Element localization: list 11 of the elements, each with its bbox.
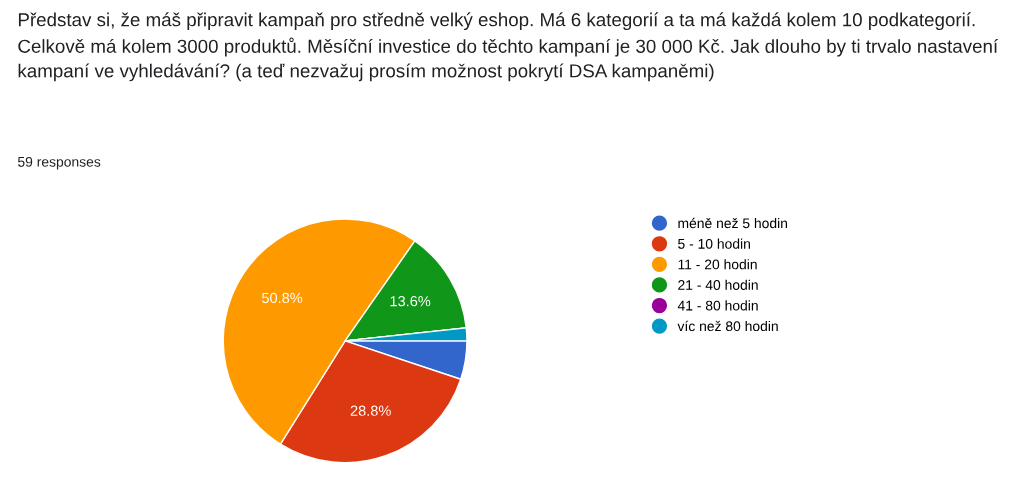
legend-label: 11 - 20 hodin [678, 259, 757, 270]
legend-label: víc než 80 hodin [677, 320, 778, 332]
data-label: 50.8% [261, 292, 303, 304]
legend-label: 5 - 10 hodin [678, 238, 750, 249]
chart-title: Představ si, že máš připravit kampaň pro středně velký eshop. Má 6 kategorií a ta má každá kolem 10 podkategorií. Celkově má kolem 3000 produktů. Měsíční investice do těchto kampaní je 30 000 Kč. Jak dlouho by ti trvalo nastavení kampaní ve vyhledávání? (a teď nezvažuj prosím možnost pokrytí DSA kampaněmi) [18, 12, 999, 82]
legend-label: méně než 5 hodin [678, 217, 788, 229]
legend-label: 41 - 80 hodin [677, 300, 758, 311]
data-label: 28.8% [350, 405, 391, 416]
text: 59 responses [17, 156, 101, 170]
legend-label: 21 - 40 hodin [678, 279, 758, 290]
data-label: 13.6% [390, 295, 431, 307]
